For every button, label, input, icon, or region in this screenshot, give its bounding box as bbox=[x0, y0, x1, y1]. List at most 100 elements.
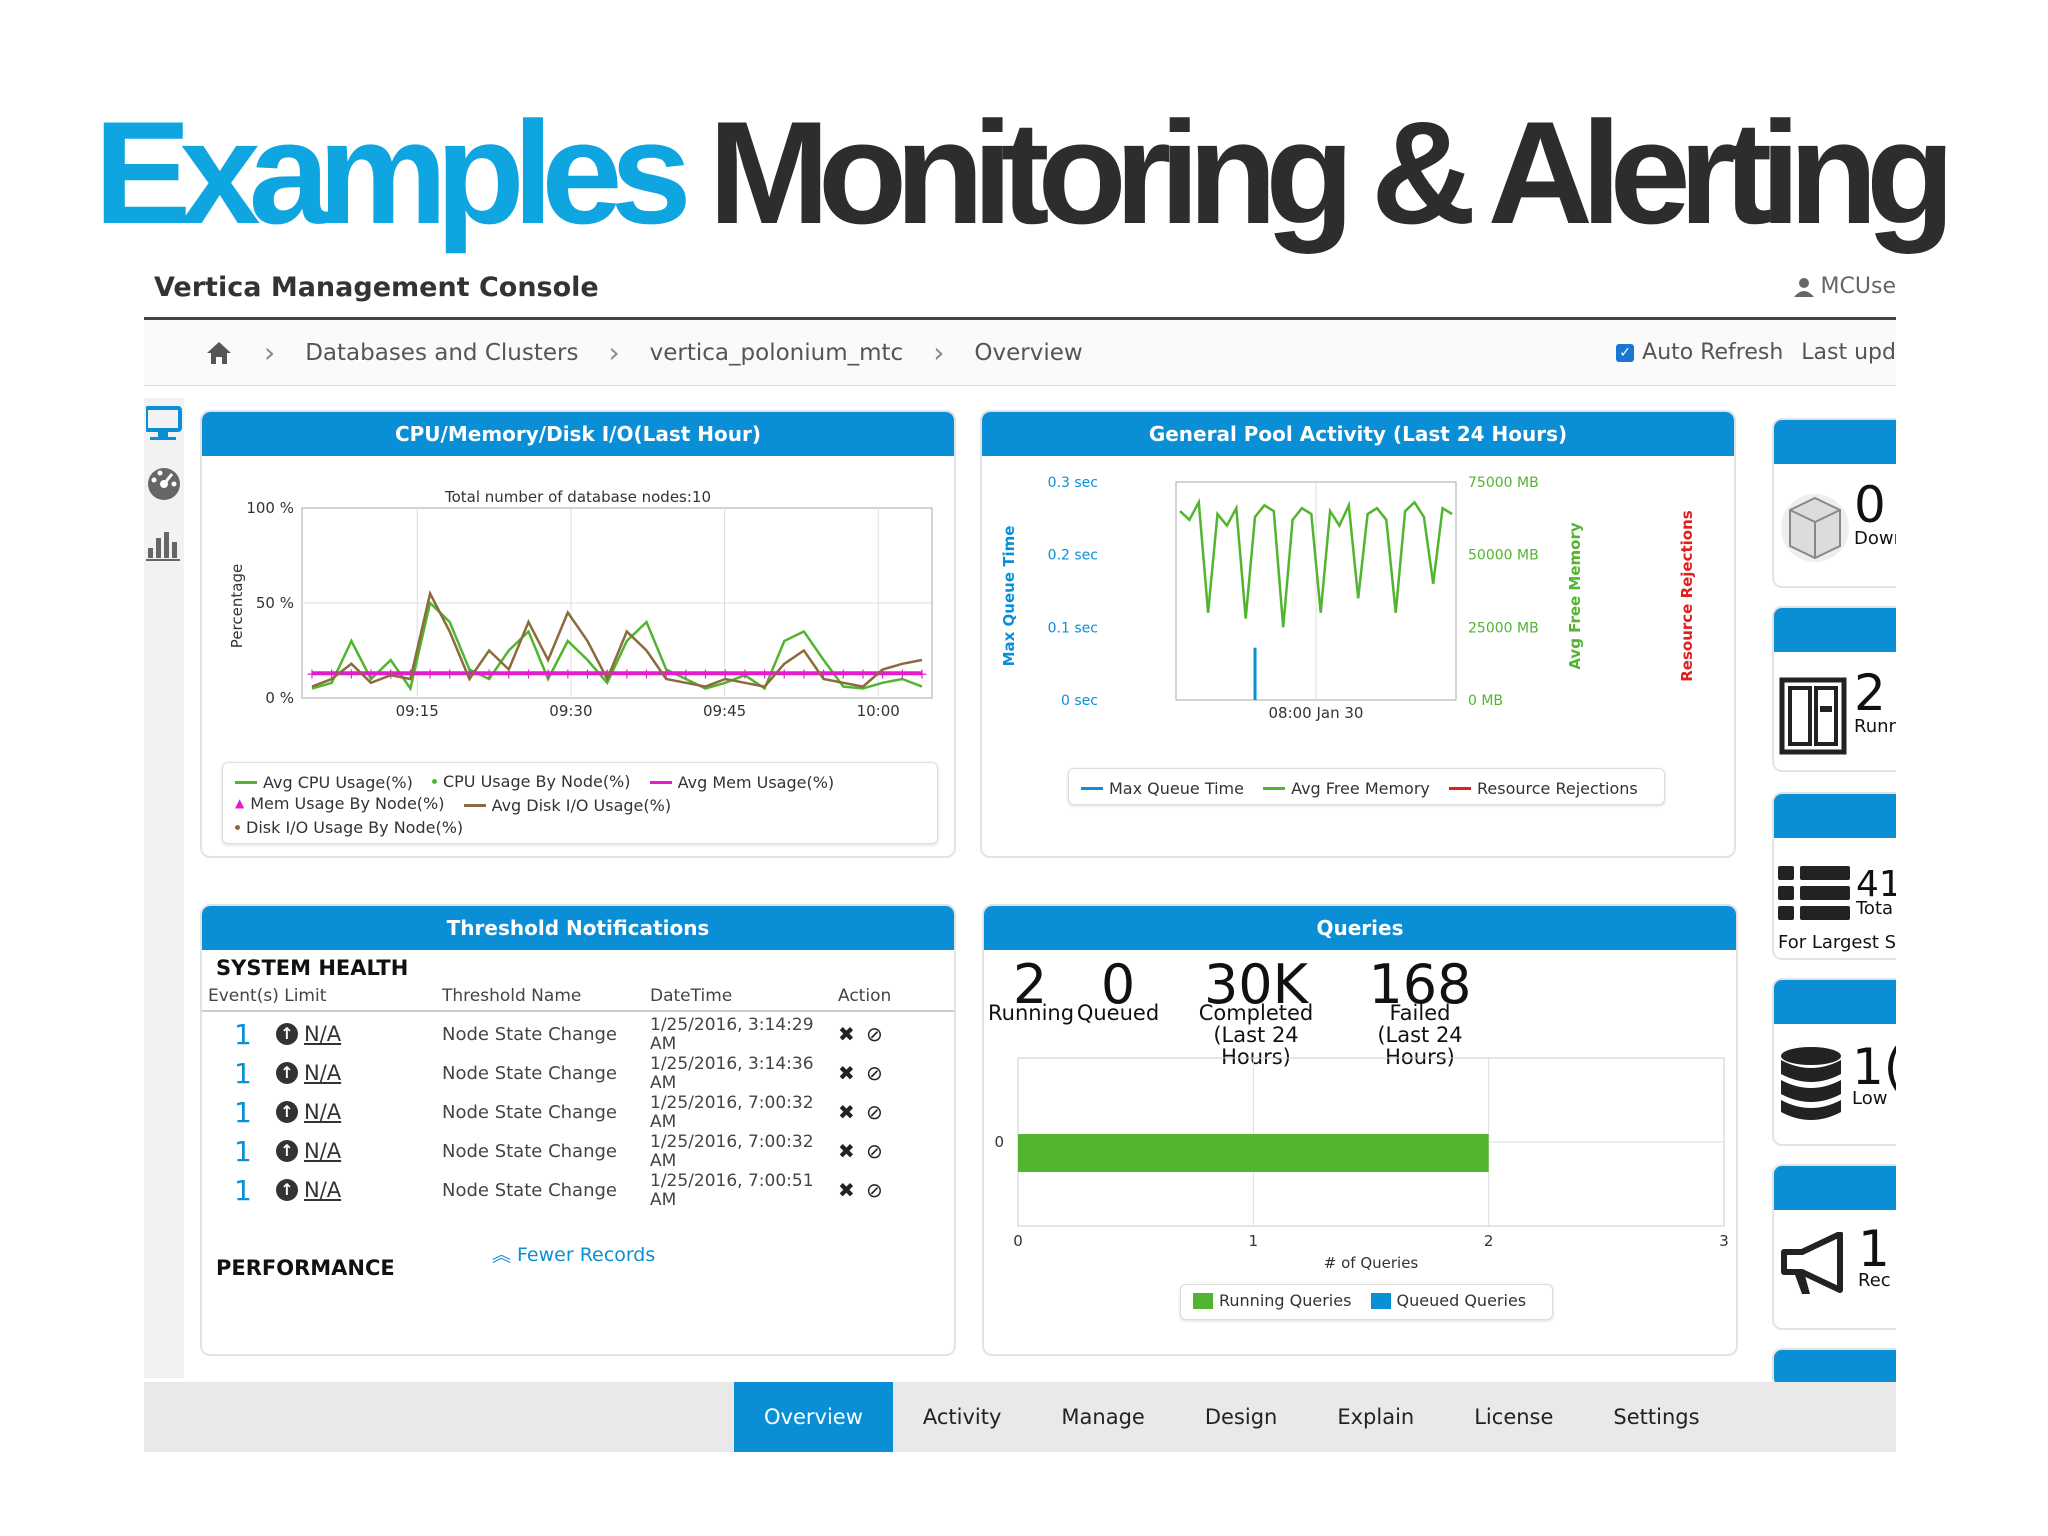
last-updated: Last upd bbox=[1801, 340, 1896, 365]
arrow-up-circle-icon: ↑ bbox=[276, 1023, 298, 1045]
chevron-right-icon: › bbox=[608, 336, 620, 369]
block-icon[interactable]: ⊘ bbox=[866, 1022, 883, 1046]
data-point: + bbox=[542, 666, 554, 682]
fewer-records-link[interactable]: ︽ Fewer Records bbox=[492, 1244, 656, 1266]
threshold-notifications-panel: Threshold Notifications SYSTEM HEALTH Ev… bbox=[200, 904, 956, 1356]
bottom-nav: Overview Activity Manage Design Explain … bbox=[144, 1382, 1896, 1452]
side-card-running-nodes[interactable]: 2 Runn bbox=[1772, 606, 1896, 772]
legend-item[interactable]: Max Queue Time bbox=[1081, 779, 1244, 798]
x-tick-label: 09:15 bbox=[396, 702, 439, 720]
legend-item[interactable]: Resource Rejections bbox=[1448, 779, 1638, 798]
close-icon[interactable]: ✖ bbox=[838, 1022, 855, 1046]
data-point: + bbox=[562, 666, 574, 682]
event-count[interactable]: 1 bbox=[234, 1096, 252, 1129]
panel-title: General Pool Activity (Last 24 Hours) bbox=[982, 412, 1734, 456]
legend-item[interactable]: Avg Disk I/O Usage(%) bbox=[463, 796, 671, 815]
event-count[interactable]: 1 bbox=[234, 1057, 252, 1090]
breadcrumb-overview[interactable]: Overview bbox=[974, 339, 1083, 366]
col-event-limit[interactable]: Event(s) Limit bbox=[208, 986, 327, 1006]
y-left-tick-label: 0.2 sec bbox=[1048, 548, 1098, 564]
breadcrumb-database-name[interactable]: vertica_polonium_mtc bbox=[649, 339, 904, 366]
event-limit[interactable]: ↑ N/A bbox=[276, 1178, 341, 1202]
event-limit[interactable]: ↑ N/A bbox=[276, 1022, 341, 1046]
stat-queued[interactable]: 0 Queued bbox=[1076, 953, 1160, 1025]
dashboard-gauge-icon[interactable] bbox=[146, 466, 182, 502]
data-point: + bbox=[601, 666, 613, 682]
megaphone-icon bbox=[1781, 1232, 1843, 1294]
block-icon[interactable]: ⊘ bbox=[866, 1178, 883, 1202]
data-point: + bbox=[523, 666, 535, 682]
event-count[interactable]: 1 bbox=[234, 1018, 252, 1051]
user-menu[interactable]: MCUse bbox=[1793, 274, 1896, 299]
side-card-down-nodes[interactable]: 0 Dowr bbox=[1772, 418, 1896, 588]
auto-refresh-checkbox[interactable]: ✓ bbox=[1616, 343, 1635, 362]
stat-failed[interactable]: 168 Failed (Last 24 Hours) bbox=[1368, 953, 1472, 1069]
threshold-datetime: 1/25/2016, 7:00:32 AM bbox=[650, 1132, 814, 1171]
tab-license[interactable]: License bbox=[1474, 1405, 1554, 1429]
x-tick-label: 10:00 bbox=[857, 702, 900, 720]
y-left-tick-label: 0.1 sec bbox=[1048, 620, 1098, 636]
event-limit[interactable]: ↑ N/A bbox=[276, 1139, 341, 1163]
data-point: + bbox=[326, 666, 338, 682]
event-count[interactable]: 1 bbox=[234, 1135, 252, 1168]
event-limit[interactable]: ↑ N/A bbox=[276, 1061, 341, 1085]
x-axis-label: # of Queries bbox=[1324, 1254, 1419, 1272]
x-tick-label: 3 bbox=[1719, 1232, 1729, 1250]
series-line bbox=[311, 600, 923, 692]
legend-item[interactable]: Avg Mem Usage(%) bbox=[649, 773, 834, 792]
y-left-axis-label: Max Queue Time bbox=[1000, 526, 1018, 667]
close-icon[interactable]: ✖ bbox=[838, 1139, 855, 1163]
block-icon[interactable]: ⊘ bbox=[866, 1139, 883, 1163]
arrow-up-circle-icon: ↑ bbox=[276, 1062, 298, 1084]
breadcrumb-databases[interactable]: Databases and Clusters bbox=[305, 339, 579, 366]
event-count[interactable]: 1 bbox=[234, 1174, 252, 1207]
app-header: Vertica Management Console MCUse bbox=[144, 258, 1896, 320]
stat-running[interactable]: 2 Running bbox=[988, 953, 1075, 1025]
cpu-memory-disk-panel: CPU/Memory/Disk I/O(Last Hour) Total num… bbox=[200, 410, 956, 858]
side-card-recent[interactable]: 1 Rec bbox=[1772, 1164, 1896, 1330]
home-icon[interactable] bbox=[204, 338, 234, 368]
queries-panel: Queries 2 Running 0 Queued 30K Completed… bbox=[982, 904, 1738, 1356]
user-name: MCUse bbox=[1820, 274, 1896, 299]
pool-legend: Max Queue Time Avg Free Memory Resource … bbox=[1068, 768, 1665, 805]
y-right-tick-label: 75000 MB bbox=[1468, 475, 1539, 491]
data-point: + bbox=[680, 666, 692, 682]
tab-overview[interactable]: Overview bbox=[734, 1382, 893, 1452]
col-threshold-name[interactable]: Threshold Name bbox=[442, 986, 582, 1006]
legend-item[interactable]: Running Queries bbox=[1193, 1291, 1351, 1310]
y-right-tick-label: 25000 MB bbox=[1468, 620, 1539, 636]
y-tick-label: 0 % bbox=[265, 689, 294, 707]
legend-item[interactable]: Avg Free Memory bbox=[1263, 779, 1430, 798]
tab-explain[interactable]: Explain bbox=[1337, 1405, 1415, 1429]
table-row: 1 ↑ N/A Node State Change 1/25/2016, 3:14:36… bbox=[202, 1055, 954, 1093]
tab-manage[interactable]: Manage bbox=[1061, 1405, 1145, 1429]
block-icon[interactable]: ⊘ bbox=[866, 1100, 883, 1124]
col-datetime[interactable]: DateTime bbox=[650, 986, 733, 1006]
side-card-total[interactable]: 41 Tota For Largest Scl bbox=[1772, 792, 1896, 960]
legend-item[interactable]: Queued Queries bbox=[1370, 1291, 1526, 1310]
tab-settings[interactable]: Settings bbox=[1613, 1405, 1700, 1429]
legend-item[interactable]: Disk I/O Usage By Node(%) bbox=[235, 818, 463, 837]
bar-chart-icon[interactable] bbox=[146, 526, 182, 562]
close-icon[interactable]: ✖ bbox=[838, 1061, 855, 1085]
side-card-low[interactable]: 1( Low bbox=[1772, 978, 1896, 1146]
legend-item[interactable]: ▲ Mem Usage By Node(%) bbox=[235, 793, 445, 813]
legend-item[interactable]: Avg CPU Usage(%) bbox=[235, 773, 413, 792]
block-icon[interactable]: ⊘ bbox=[866, 1061, 883, 1085]
close-icon[interactable]: ✖ bbox=[838, 1178, 855, 1202]
tab-design[interactable]: Design bbox=[1204, 1405, 1278, 1429]
legend-item[interactable]: CPU Usage By Node(%) bbox=[431, 772, 631, 791]
event-limit[interactable]: ↑ N/A bbox=[276, 1100, 341, 1124]
arrow-up-circle-icon: ↑ bbox=[276, 1101, 298, 1123]
monitor-icon[interactable] bbox=[146, 406, 182, 442]
data-point: + bbox=[464, 666, 476, 682]
table-row: 1 ↑ N/A Node State Change 1/25/2016, 7:00:51… bbox=[202, 1172, 954, 1210]
y-tick-label: 100 % bbox=[246, 499, 294, 517]
stat-completed[interactable]: 30K Completed (Last 24 Hours) bbox=[1198, 953, 1314, 1069]
tab-activity[interactable]: Activity bbox=[922, 1405, 1002, 1429]
data-point: + bbox=[739, 666, 751, 682]
col-action[interactable]: Action bbox=[838, 986, 892, 1006]
close-icon[interactable]: ✖ bbox=[838, 1100, 855, 1124]
series-line-free-memory bbox=[1179, 497, 1453, 628]
arrow-up-circle-icon: ↑ bbox=[276, 1179, 298, 1201]
